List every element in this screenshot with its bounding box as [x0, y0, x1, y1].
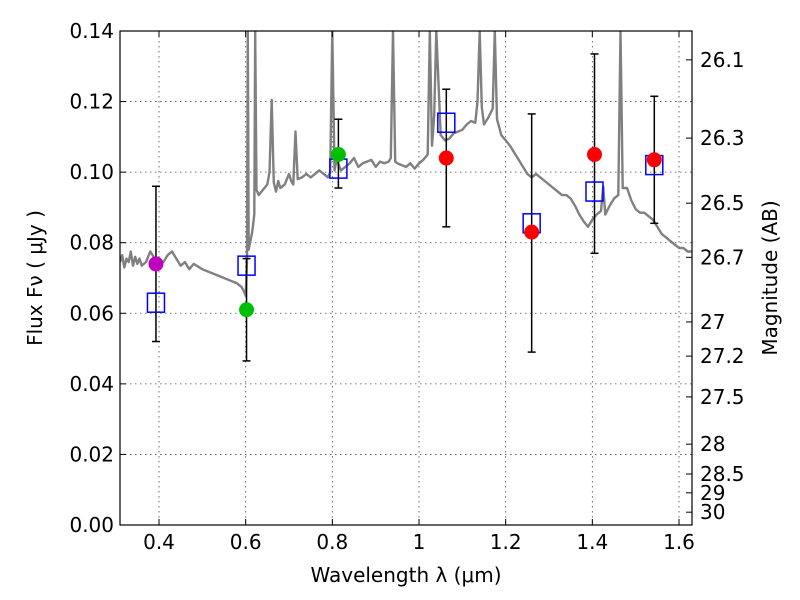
y2-tick-label: 26.7 — [700, 245, 745, 269]
x-axis-title: Wavelength λ (μm) — [310, 563, 501, 587]
ticks: 0.4 0.6 0.8 1 1.2 1.4 1.6 0.00 0.02 0.04 0.06 0.08 0… — [69, 19, 744, 554]
observed-point — [646, 152, 662, 168]
y-tick-label: 0.02 — [69, 442, 114, 466]
y-tick-label: 0.14 — [69, 19, 114, 43]
y2-tick-label: 26.3 — [700, 126, 745, 150]
y-axis-title: Flux Fν ( μJy ) — [23, 210, 47, 346]
observed-point — [330, 147, 346, 162]
observed-point — [438, 150, 454, 166]
plot-frame — [119, 30, 693, 526]
y-tick-label: 0.08 — [69, 231, 114, 255]
observed-points-layer — [148, 147, 662, 318]
spectrum-layer — [120, 31, 692, 297]
observed-point — [148, 256, 164, 272]
x-tick-label: 0.8 — [316, 530, 348, 554]
spectrum-line — [120, 31, 692, 297]
x-tick-label: 1.6 — [663, 530, 695, 554]
y2-tick-label: 27.2 — [700, 344, 745, 368]
x-tick-label: 0.4 — [143, 530, 175, 554]
y-tick-label: 0.00 — [69, 513, 114, 537]
model-point-square — [585, 181, 604, 202]
model-point-square — [437, 112, 456, 133]
y-tick-label: 0.04 — [69, 372, 114, 396]
model-points-layer — [146, 112, 664, 313]
y2-tick-label: 30 — [700, 500, 725, 524]
model-point-square — [146, 292, 166, 313]
y2-axis-title: Magnitude (AB) — [758, 200, 782, 355]
x-tick-label: 1.4 — [576, 530, 608, 554]
y2-tick-label: 27 — [700, 310, 725, 334]
observed-point — [587, 147, 602, 162]
y-tick-label: 0.06 — [69, 301, 114, 325]
y2-tick-label: 28 — [700, 432, 725, 456]
errorbar-layer — [151, 53, 659, 362]
y-tick-label: 0.10 — [69, 160, 114, 184]
x-tick-label: 0.6 — [230, 530, 262, 554]
grid — [120, 31, 692, 525]
y2-tick-label: 28.5 — [700, 462, 745, 486]
model-point-square — [237, 255, 256, 276]
y2-tick-label: 27.5 — [700, 385, 745, 409]
observed-point — [524, 224, 540, 240]
y-tick-label: 0.12 — [69, 90, 114, 114]
y2-tick-label: 26.5 — [700, 191, 745, 215]
observed-point — [239, 302, 255, 318]
y2-tick-label: 29 — [700, 481, 725, 505]
x-tick-label: 1.2 — [490, 530, 522, 554]
x-tick-label: 1 — [413, 530, 426, 554]
y2-tick-label: 26.1 — [700, 48, 745, 72]
